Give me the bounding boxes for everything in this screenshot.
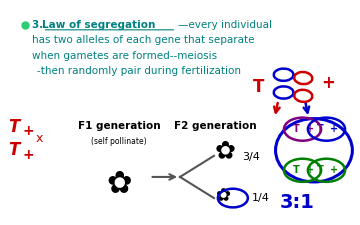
Text: ✿: ✿ — [215, 187, 230, 205]
Text: when gametes are formed--meiosis: when gametes are formed--meiosis — [32, 51, 217, 61]
Text: 1/4: 1/4 — [251, 193, 269, 203]
Text: T: T — [9, 141, 20, 159]
Text: ✿: ✿ — [107, 170, 132, 199]
Text: T: T — [293, 165, 300, 175]
Text: +: + — [306, 124, 314, 134]
Text: +: + — [23, 124, 35, 138]
Text: +: + — [23, 148, 35, 162]
Text: T: T — [9, 118, 20, 136]
Text: +: + — [321, 74, 335, 92]
Text: 3/4: 3/4 — [243, 152, 260, 162]
Text: F1 generation: F1 generation — [78, 121, 161, 131]
Text: +: + — [330, 165, 338, 175]
Text: 3:1: 3:1 — [280, 193, 315, 212]
Text: ✿: ✿ — [214, 140, 235, 163]
Text: (self pollinate): (self pollinate) — [91, 137, 147, 146]
Text: +: + — [306, 165, 314, 175]
Text: -then randomly pair during fertilization: -then randomly pair during fertilization — [37, 66, 241, 77]
Text: Law of segregation: Law of segregation — [42, 20, 156, 30]
Text: has two alleles of each gene that separate: has two alleles of each gene that separa… — [32, 35, 254, 45]
Text: T: T — [293, 124, 300, 134]
Text: F2 generation: F2 generation — [174, 121, 257, 131]
Text: x: x — [35, 132, 43, 144]
Text: 3.: 3. — [32, 20, 47, 30]
Text: T: T — [253, 78, 265, 96]
Text: —every individual: —every individual — [178, 20, 272, 30]
Text: T: T — [317, 165, 323, 175]
Text: T: T — [317, 124, 323, 134]
Text: +: + — [330, 124, 338, 134]
